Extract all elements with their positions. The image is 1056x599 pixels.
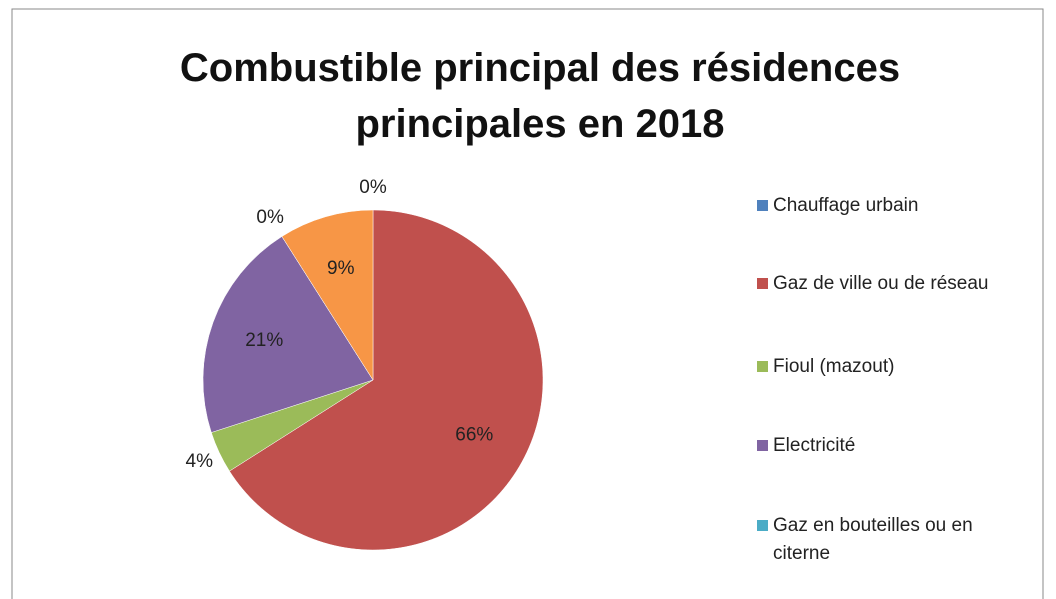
data-label: 9% — [327, 258, 355, 279]
data-label: 4% — [186, 451, 214, 472]
legend-item: Fioul (mazout) — [757, 353, 1027, 381]
data-label: 21% — [245, 330, 283, 351]
data-label: 0% — [359, 177, 387, 198]
legend-swatch — [757, 200, 768, 211]
legend-item: Gaz de ville ou de réseau — [757, 270, 1027, 298]
data-label: 66% — [455, 425, 493, 446]
legend-swatch — [757, 278, 768, 289]
data-label: 0% — [256, 207, 284, 228]
legend-label: Fioul (mazout) — [773, 356, 895, 377]
legend-label: Gaz en bouteilles ou en citerne — [773, 515, 973, 564]
pie-slice — [281, 209, 374, 381]
legend-item: Gaz en bouteilles ou en citerne — [757, 512, 1027, 568]
pie-slice — [229, 209, 544, 551]
legend-label: Gaz de ville ou de réseau — [773, 273, 989, 294]
chart-title: Combustible principal des résidences pri… — [179, 46, 901, 146]
legend-label: Electricité — [773, 435, 856, 456]
frame — [11, 8, 1044, 599]
legend-label: Chauffage urbain — [773, 195, 919, 216]
legend-swatch — [757, 440, 768, 451]
legend-item: Chauffage urbain — [757, 192, 1027, 220]
legend-swatch — [757, 361, 768, 372]
legend-swatch — [757, 520, 768, 531]
pie-slice — [202, 236, 374, 433]
legend-item: Electricité — [757, 432, 1027, 460]
